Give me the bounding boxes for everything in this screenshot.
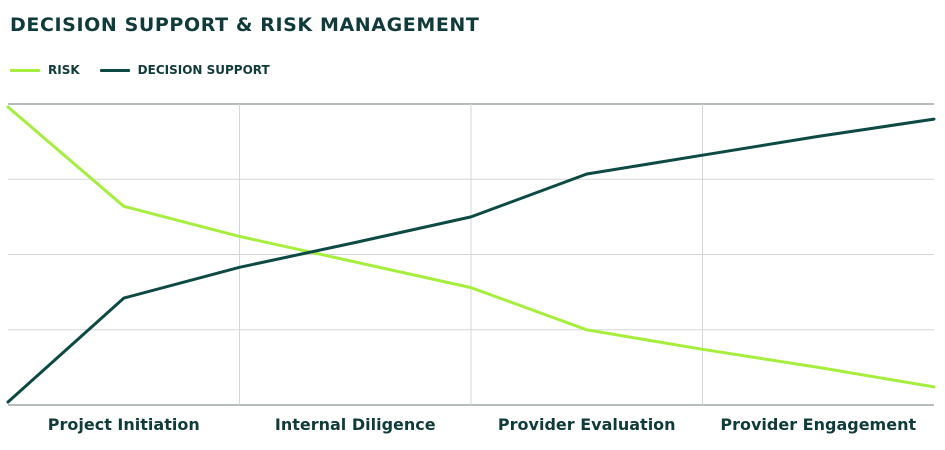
legend: RISK DECISION SUPPORT xyxy=(10,63,290,77)
legend-item-decision-support: DECISION SUPPORT xyxy=(99,63,270,77)
x-tick-label-internal-diligence: Internal Diligence xyxy=(275,415,436,434)
chart-title: DECISION SUPPORT & RISK MANAGEMENT xyxy=(10,14,480,36)
legend-swatch-decision-support xyxy=(99,68,130,72)
x-tick-label-provider-evaluation: Provider Evaluation xyxy=(498,415,676,434)
series-line-decision-support xyxy=(6,117,936,404)
x-tick-label-provider-engagement: Provider Engagement xyxy=(720,415,916,434)
legend-item-risk: RISK xyxy=(10,63,80,77)
series-line-risk xyxy=(6,105,936,389)
legend-label-decision-support: DECISION SUPPORT xyxy=(137,63,270,77)
x-tick-label-project-initiation: Project Initiation xyxy=(48,415,200,434)
legend-label-risk: RISK xyxy=(48,63,80,77)
legend-swatch-risk xyxy=(10,68,40,72)
